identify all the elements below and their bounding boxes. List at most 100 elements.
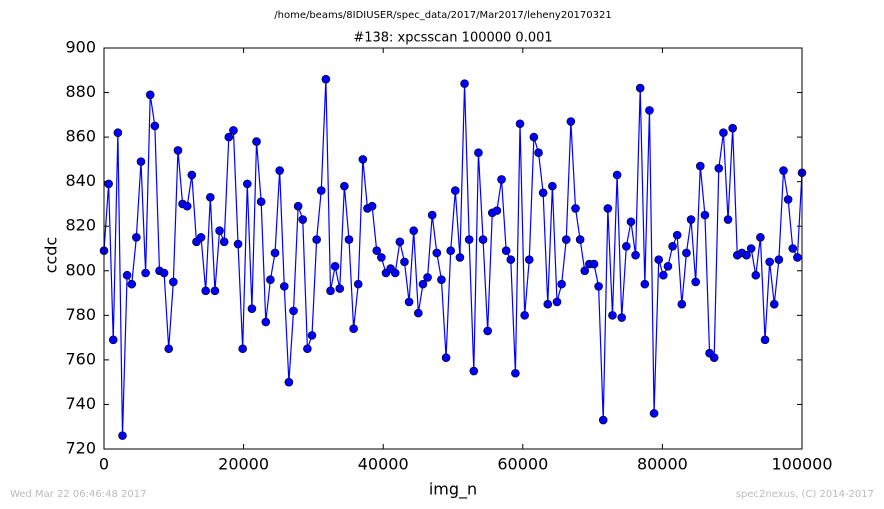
y-tick-label: 880: [65, 82, 96, 101]
data-point: [524, 255, 534, 264]
data-point: [682, 248, 691, 258]
chart-title: #138: xpcsscan 100000 0.001: [353, 31, 552, 46]
data-point: [321, 74, 331, 84]
data-point: [293, 201, 303, 211]
data-point: [552, 297, 562, 307]
data-point: [663, 262, 673, 271]
data-point: [238, 344, 247, 354]
data-point: [210, 286, 220, 296]
data-point: [242, 179, 252, 189]
data-point: [659, 270, 668, 280]
data-point: [432, 248, 442, 258]
data-point: [275, 166, 284, 175]
data-point: [728, 123, 737, 133]
data-point: [478, 235, 488, 244]
data-point: [719, 128, 728, 137]
x-tick-label: 100000: [771, 455, 832, 474]
footer-right: spec2nexus, (C) 2014-2017: [736, 489, 874, 500]
x-axis-label: img_n: [429, 480, 477, 500]
y-tick-label: 860: [65, 127, 96, 146]
data-point: [390, 268, 400, 278]
data-point: [469, 366, 479, 376]
data-point: [261, 317, 271, 327]
data-point: [122, 270, 132, 280]
data-point: [640, 279, 650, 289]
data-point: [252, 137, 261, 146]
data-point: [571, 204, 580, 213]
y-tick-label: 760: [65, 349, 96, 368]
data-point: [414, 308, 423, 318]
data-point: [543, 299, 553, 309]
y-tick-label: 900: [65, 38, 96, 57]
data-point: [612, 170, 622, 180]
data-point: [598, 415, 608, 425]
data-point: [335, 284, 345, 293]
data-point: [460, 79, 469, 88]
data-point: [279, 282, 289, 291]
x-tick-label: 20000: [218, 455, 269, 474]
data-point: [136, 157, 146, 166]
data-point: [289, 306, 298, 316]
data-point: [437, 275, 446, 284]
data-point: [746, 244, 756, 253]
data-point: [742, 250, 751, 260]
data-point: [182, 201, 192, 211]
y-tick-label: 820: [65, 216, 96, 235]
data-point: [668, 241, 677, 251]
data-point: [566, 117, 576, 126]
data-point: [779, 166, 788, 175]
data-point: [672, 230, 682, 240]
data-point: [464, 235, 474, 244]
footer-left: Wed Mar 22 06:46:48 2017: [10, 489, 146, 500]
data-point: [589, 259, 599, 269]
x-tick-label: 40000: [358, 455, 409, 474]
data-point: [113, 128, 123, 137]
data-point: [418, 279, 428, 289]
data-point: [603, 204, 613, 213]
y-axis-label: ccdc: [42, 237, 61, 274]
data-point: [353, 279, 363, 289]
data-point: [793, 253, 802, 262]
data-point: [201, 286, 210, 296]
data-point: [626, 217, 636, 227]
data-point: [529, 132, 539, 142]
data-point: [446, 246, 455, 256]
data-point: [765, 257, 774, 267]
data-point: [270, 248, 280, 258]
data-point: [608, 311, 617, 320]
data-point: [358, 155, 368, 164]
data-point: [700, 210, 710, 220]
data-point: [645, 106, 654, 115]
data-point: [118, 431, 127, 440]
data-point: [173, 146, 183, 155]
data-point: [349, 324, 358, 334]
data-point: [548, 181, 557, 191]
data-point: [774, 255, 784, 264]
x-tick-label: 0: [99, 455, 109, 474]
data-point: [561, 235, 571, 244]
data-point: [233, 239, 243, 249]
data-point: [511, 368, 520, 378]
data-point: [455, 253, 465, 262]
data-point: [307, 331, 317, 340]
data-point: [159, 268, 169, 278]
data-point: [441, 353, 451, 362]
data-point: [256, 197, 266, 207]
data-point: [219, 237, 229, 247]
x-tick-label: 60000: [497, 455, 548, 474]
y-tick-label: 740: [65, 394, 96, 413]
data-point: [506, 255, 516, 264]
data-point: [635, 83, 645, 93]
data-point: [284, 377, 294, 387]
data-point: [474, 148, 483, 158]
data-point: [312, 235, 321, 244]
data-point: [141, 268, 150, 278]
data-point: [367, 201, 377, 211]
data-point: [751, 270, 761, 280]
data-point: [622, 241, 631, 251]
data-point: [783, 195, 793, 204]
data-point: [501, 246, 511, 256]
data-point: [723, 215, 733, 224]
data-point: [229, 126, 238, 135]
